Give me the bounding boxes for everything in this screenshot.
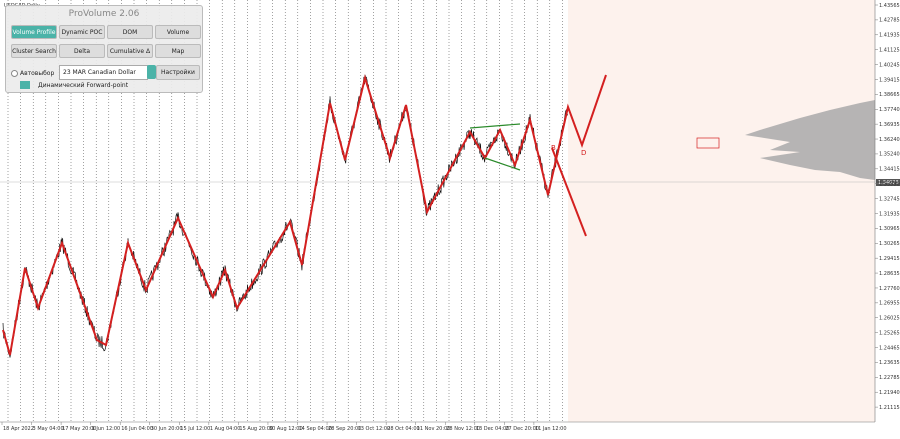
price-axis (875, 0, 900, 435)
price-label: 1.28635 (879, 271, 900, 277)
time-label: 28 Nov 12:00 (446, 426, 480, 432)
price-label: 1.32745 (879, 196, 900, 202)
time-label: 28 Oct 04:00 (387, 426, 420, 432)
price-label: 1.38665 (879, 92, 900, 98)
panel-button[interactable]: Cluster Search (11, 44, 57, 58)
settings-button[interactable]: Настройки (156, 65, 200, 80)
time-label: 3 May 04:00 (33, 426, 64, 432)
time-label: 1 Aug 04:00 (210, 426, 241, 432)
price-label: 1.21940 (879, 390, 900, 396)
panel-title: ProVolume 2.06 (68, 9, 140, 19)
price-label: 1.30265 (879, 241, 900, 247)
price-label: 1.35240 (879, 152, 900, 158)
channel-top (469, 123, 521, 129)
time-label: 28 Sep 20:00 (328, 426, 361, 432)
time-label: 17 May 20:00 (62, 426, 96, 432)
provolume-panel: ProVolume 2.06 Volume Profile Dynamic POC… (5, 5, 203, 93)
auto-select[interactable]: Автовыбор (11, 70, 54, 77)
time-label: 15 Jul 12:00 (180, 426, 210, 432)
time-label: 11 Nov 20:00 (417, 426, 451, 432)
price-label: 1.30965 (879, 226, 900, 232)
forward-point: Динамический Forward-point (38, 82, 129, 89)
panel-button[interactable]: Dynamic POC (59, 25, 105, 39)
current-price-box (876, 179, 900, 186)
price-label: 1.42785 (879, 18, 900, 24)
price-label: 1.37740 (879, 107, 900, 113)
price-label: 1.31935 (879, 211, 900, 217)
auto-select-label: Автовыбор (20, 70, 55, 77)
price-label: 1.41935 (879, 33, 900, 39)
panel-button[interactable]: Cumulative Δ (107, 44, 153, 58)
time-label: 15 Aug 20:00 (239, 426, 273, 432)
price-line (2, 74, 568, 358)
price-label: 1.34415 (879, 167, 900, 173)
current-price: 1.34023 (878, 180, 899, 186)
settings-label: Настройки (161, 69, 195, 76)
toggle[interactable] (20, 81, 30, 89)
marker: B (551, 144, 556, 152)
price-label: 1.25265 (879, 330, 900, 336)
dropdown[interactable] (147, 65, 156, 79)
price-label: 1.40245 (879, 62, 900, 68)
time-label: 13 Oct 12:00 (358, 426, 391, 432)
marker: D (581, 149, 586, 157)
future-area (568, 0, 875, 422)
zigzag (2, 74, 607, 356)
price-label: 1.33590 (879, 182, 900, 188)
panel-button[interactable]: Volume Profile (11, 25, 57, 39)
price-label: 1.27760 (879, 286, 900, 292)
time-label: 14 Sep 04:00 (299, 426, 332, 432)
level-box (696, 137, 720, 149)
price-label: 1.43565 (879, 3, 900, 9)
time-label: 18 Apr 2022 (3, 426, 34, 432)
instrument: 23 MAR Canadian Dollar (63, 69, 136, 76)
price-label: 1.23635 (879, 360, 900, 366)
price-label: 1.36935 (879, 122, 900, 128)
price-label: 1.26025 (879, 316, 900, 322)
price-label: 1.24465 (879, 345, 900, 351)
panel-button[interactable]: DOM (107, 25, 153, 39)
volume-profile (745, 100, 875, 180)
price-label: 1.21115 (879, 405, 900, 411)
time-label: 30 Aug 12:00 (269, 426, 303, 432)
time-label: 11 Jan 12:00 (535, 426, 567, 432)
price-label: 1.41125 (879, 47, 900, 53)
price-label: 1.29415 (879, 256, 900, 262)
time-label: 30 Jun 20:00 (151, 426, 183, 432)
channel-bottom (484, 157, 521, 171)
panel-button[interactable]: Map (155, 44, 201, 58)
time-label: 27 Dec 20:00 (505, 426, 539, 432)
price-label: 1.22785 (879, 375, 900, 381)
time-label: 16 Jun 04:00 (121, 426, 153, 432)
time-label: 13 Dec 04:00 (476, 426, 510, 432)
projection (551, 147, 587, 237)
price-label: 1.36240 (879, 137, 900, 143)
price-label: 1.26955 (879, 301, 900, 307)
instrument-input[interactable]: 23 MAR Canadian Dollar (59, 65, 148, 80)
panel-button[interactable]: Delta (59, 44, 105, 58)
panel-button[interactable]: Volume (155, 25, 201, 39)
time-label: 1 Jun 12:00 (92, 426, 121, 432)
price-label: 1.39415 (879, 77, 900, 83)
radio[interactable] (11, 70, 18, 77)
